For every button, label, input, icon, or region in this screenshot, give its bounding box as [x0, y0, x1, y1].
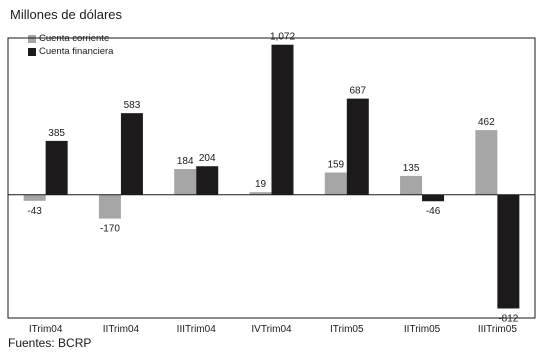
category-label-IIITrim04: IIITrim04 — [177, 324, 217, 335]
data-label-corriente-IITrim05: 135 — [403, 163, 420, 174]
data-label-financiera-IVTrim04: 1,072 — [270, 32, 295, 43]
bar-financiera-IIITrim04 — [196, 166, 219, 195]
bar-financiera-ITrim04 — [45, 140, 68, 195]
category-label-IIITrim05: IIITrim05 — [478, 324, 518, 335]
category-label-IITrim05: IITrim05 — [404, 324, 441, 335]
data-label-corriente-IITrim04: -170 — [100, 224, 120, 235]
bar-financiera-IITrim04 — [120, 113, 143, 195]
unit-label: Millones de dólares — [10, 7, 123, 22]
bar-corriente-IIITrim05 — [475, 130, 498, 195]
legend-item-financiera: Cuenta financiera — [28, 45, 113, 58]
bar-financiera-IITrim05 — [422, 194, 445, 202]
bar-corriente-IVTrim04 — [249, 192, 272, 195]
legend-swatch-financiera — [28, 47, 36, 56]
source-note: Fuentes: BCRP — [8, 336, 92, 350]
category-label-IVTrim04: IVTrim04 — [251, 324, 292, 335]
category-label-ITrim05: ITrim05 — [330, 324, 364, 335]
category-label-IITrim04: IITrim04 — [103, 324, 140, 335]
data-label-corriente-ITrim05: 159 — [327, 160, 344, 171]
bar-corriente-IIITrim04 — [174, 169, 197, 195]
bar-corriente-IITrim04 — [98, 194, 121, 219]
data-label-corriente-IIITrim04: 184 — [177, 156, 194, 167]
data-label-corriente-ITrim04: -43 — [27, 206, 42, 217]
data-label-financiera-ITrim05: 687 — [349, 86, 366, 97]
data-label-financiera-IIITrim04: 204 — [199, 153, 216, 164]
bar-financiera-IIITrim05 — [497, 194, 520, 309]
legend-label-financiera: Cuenta financiera — [39, 46, 114, 57]
plot-frame — [7, 37, 536, 319]
data-label-financiera-IITrim05: -46 — [426, 206, 441, 217]
bar-corriente-IITrim05 — [400, 175, 423, 195]
data-label-financiera-IIITrim05: -812 — [498, 313, 518, 324]
data-label-financiera-ITrim04: 385 — [48, 128, 65, 139]
bar-financiera-ITrim05 — [346, 98, 369, 195]
data-label-corriente-IVTrim04: 19 — [255, 179, 267, 190]
bar-corriente-ITrim04 — [23, 194, 46, 201]
data-label-corriente-IIITrim05: 462 — [478, 117, 495, 128]
bar-corriente-ITrim05 — [324, 172, 347, 195]
category-label-ITrim04: ITrim04 — [29, 324, 63, 335]
data-label-financiera-IITrim04: 583 — [124, 100, 141, 111]
bar-financiera-IVTrim04 — [271, 44, 294, 195]
